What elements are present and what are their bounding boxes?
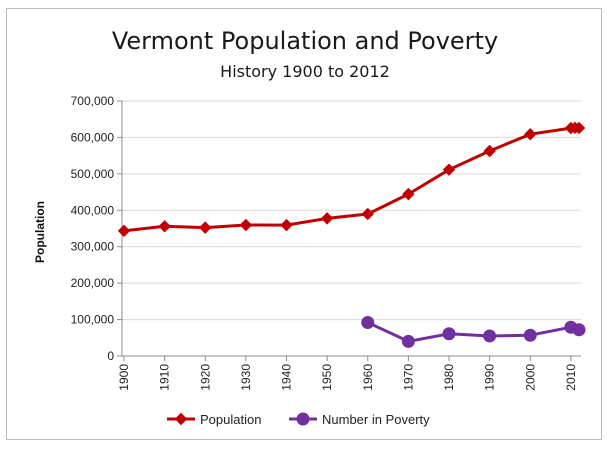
population-point <box>158 220 171 233</box>
y-tick-label: 0 <box>107 349 114 363</box>
y-tick-labels: 0 100,000 200,000 300,000 400,000 500,000 600,… <box>71 94 115 363</box>
number-in-poverty-line <box>367 321 580 343</box>
legend-marker <box>174 412 188 426</box>
legend-item-number-in-poverty: Number in Poverty <box>289 412 430 427</box>
x-tick-label: 1980 <box>442 364 456 391</box>
x-tick-labels: 1900 1910 1920 1930 1940 1950 1960 1970 1980 1990… <box>117 364 578 391</box>
legend-label: Number in Poverty <box>322 412 430 427</box>
legend: Population Number in Poverty <box>167 412 430 427</box>
gridlines <box>122 100 581 321</box>
x-tick-label: 2010 <box>564 364 578 391</box>
number-in-poverty-point <box>572 323 586 337</box>
population-point <box>572 121 586 135</box>
y-tick-label: 500,000 <box>71 167 115 181</box>
population-point <box>483 144 496 158</box>
legend-label: Population <box>200 412 261 427</box>
y-tick-label: 700,000 <box>71 94 115 108</box>
population-point <box>442 163 456 176</box>
y-tick-label: 600,000 <box>71 130 115 144</box>
y-tick-label: 400,000 <box>71 203 115 217</box>
chart-subtitle: History 1900 to 2012 <box>220 62 390 81</box>
chart-title: Vermont Population and Poverty <box>112 27 498 55</box>
x-tick-label: 1910 <box>158 364 172 391</box>
number-in-poverty-point <box>442 327 456 341</box>
legend-item-population: Population <box>167 412 261 427</box>
population-point <box>199 221 212 234</box>
number-in-poverty-point <box>483 329 497 343</box>
x-tick-label: 1920 <box>198 364 212 391</box>
axes <box>117 100 581 361</box>
x-tick-label: 1960 <box>361 364 375 391</box>
population-point <box>117 224 131 238</box>
legend-marker <box>296 412 310 426</box>
y-tick-label: 200,000 <box>71 276 115 290</box>
y-axis-label: Population <box>33 201 47 263</box>
population-point <box>320 212 334 225</box>
population-point <box>239 218 253 232</box>
chart-frame: Vermont Population and Poverty History 1… <box>6 8 602 440</box>
series-population <box>117 121 586 238</box>
population-point <box>402 187 415 201</box>
x-tick-label: 1990 <box>483 364 497 391</box>
x-tick-label: 1940 <box>280 364 294 391</box>
series-number-in-poverty <box>361 315 586 348</box>
x-tick-label: 1970 <box>401 364 415 391</box>
number-in-poverty-point <box>361 315 375 329</box>
x-tick-label: 2000 <box>523 364 537 391</box>
number-in-poverty-point <box>523 328 537 342</box>
x-tick-label: 1900 <box>117 364 131 391</box>
population-line <box>123 126 580 233</box>
population-point <box>280 218 293 232</box>
x-tick-label: 1950 <box>320 364 334 391</box>
y-tick-label: 100,000 <box>71 313 115 327</box>
x-tick-label: 1930 <box>239 364 253 391</box>
series <box>117 121 586 348</box>
chart: Vermont Population and Poverty History 1… <box>33 27 586 427</box>
number-in-poverty-point <box>401 334 415 348</box>
y-tick-label: 300,000 <box>71 240 115 254</box>
population-point <box>361 207 374 221</box>
population-point <box>524 128 537 141</box>
